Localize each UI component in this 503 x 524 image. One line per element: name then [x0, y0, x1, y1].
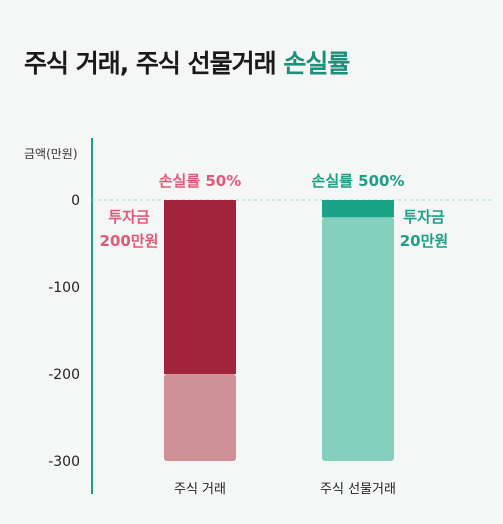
y-tick-label: 0	[71, 193, 80, 209]
investment-amount-label: 200만원	[100, 232, 159, 250]
bar-stock-investment	[164, 200, 236, 374]
chart-title-highlight: 손실률	[283, 49, 350, 78]
x-category-label: 주식 거래	[174, 482, 226, 497]
bar-futures-remainder	[322, 217, 394, 461]
bar-futures-investment	[322, 200, 394, 218]
y-tick-label: -300	[48, 454, 80, 470]
y-axis-label: 금액(만원)	[24, 147, 78, 161]
loss-rate-label: 손실률 50%	[159, 172, 242, 190]
investment-amount-label: 20만원	[400, 232, 448, 250]
investment-label: 투자금	[108, 208, 150, 226]
y-tick-label: -200	[48, 367, 80, 383]
chart-title: 주식 거래, 주식 선물거래 손실률	[24, 44, 350, 80]
loss-rate-label: 손실률 500%	[312, 172, 405, 190]
bar-stock-remainder	[164, 374, 236, 461]
y-tick-label: -100	[48, 280, 80, 296]
chart-title-main: 주식 거래, 주식 선물거래	[24, 49, 277, 78]
x-category-label: 주식 선물거래	[320, 482, 396, 497]
investment-label: 투자금	[403, 208, 445, 226]
